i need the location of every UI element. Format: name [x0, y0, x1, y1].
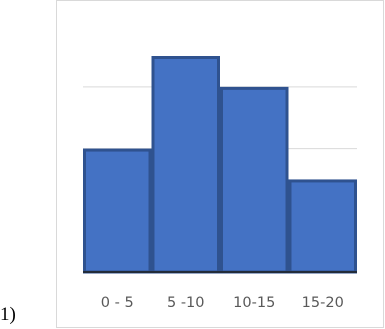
bar-2	[220, 86, 289, 274]
x-tick-label-3: 15-20	[302, 295, 344, 311]
bar-0	[83, 148, 152, 274]
bar-3	[288, 179, 357, 274]
label-layer: 0 - 5 5 -10 10-15 15-20	[101, 295, 344, 311]
item-number: 1)	[0, 304, 16, 325]
x-tick-label-0: 0 - 5	[101, 295, 134, 311]
x-tick-label-2: 10-15	[233, 295, 275, 311]
histogram-chart: 0 - 5 5 -10 10-15 15-20	[83, 56, 357, 311]
bar-layer	[83, 56, 357, 274]
bar-1	[151, 56, 220, 274]
chart-frame: 0 - 5 5 -10 10-15 15-20	[56, 0, 384, 328]
x-tick-label-1: 5 -10	[167, 295, 205, 311]
